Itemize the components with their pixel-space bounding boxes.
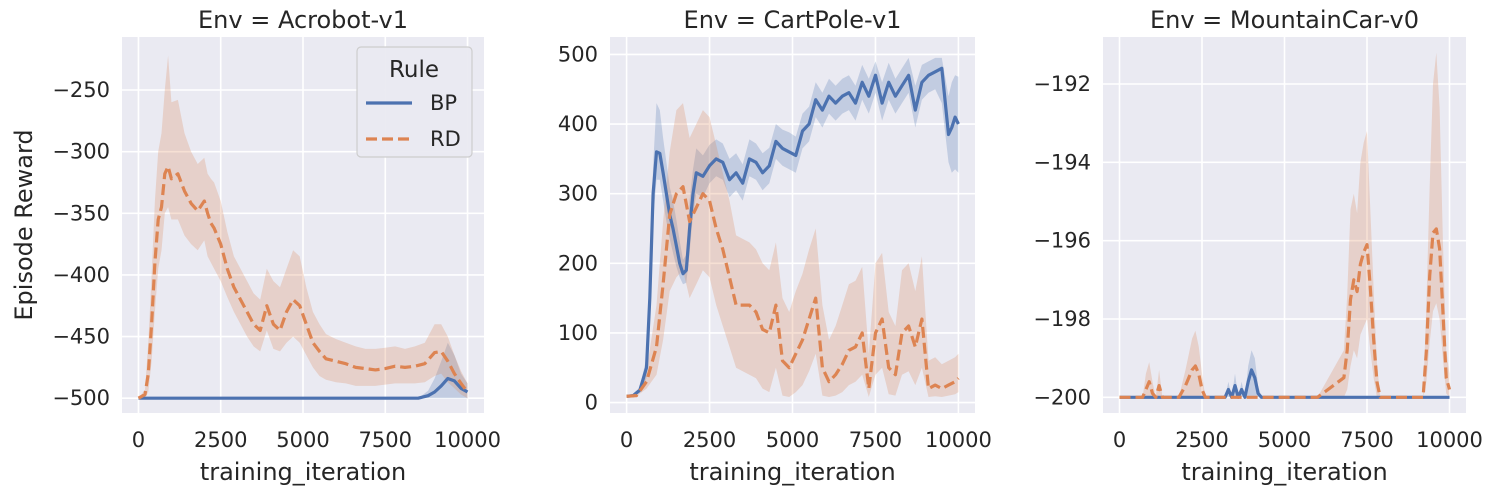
cartpole-x-tick-label: 0 bbox=[620, 428, 633, 452]
legend-label-rd: RD bbox=[430, 127, 461, 151]
mountaincar-band-rd bbox=[1119, 52, 1450, 398]
legend: Rule BP RD bbox=[356, 46, 473, 158]
cartpole-y-tick-label: 200 bbox=[558, 251, 598, 275]
cartpole-title: Env = CartPole-v1 bbox=[684, 6, 902, 34]
mountaincar-x-tick-label: 2500 bbox=[1175, 428, 1228, 452]
acrobot-band-rd bbox=[138, 55, 468, 399]
acrobot-x-tick-label: 2500 bbox=[194, 428, 247, 452]
cartpole-y-tick-label: 400 bbox=[558, 112, 598, 136]
acrobot-y-tick-label: −450 bbox=[52, 325, 110, 349]
mountaincar-x-tick-label: 7500 bbox=[1340, 428, 1393, 452]
cartpole-x-tick-label: 7500 bbox=[849, 428, 902, 452]
acrobot-y-tick-label: −400 bbox=[52, 263, 110, 287]
mountaincar-y-tick-label: −198 bbox=[1033, 307, 1091, 331]
cartpole-x-tick-label: 10000 bbox=[925, 428, 992, 452]
acrobot-x-tick-label: 0 bbox=[132, 428, 145, 452]
acrobot-title: Env = Acrobot-v1 bbox=[198, 6, 408, 34]
acrobot-x-axis-label: training_iteration bbox=[200, 458, 406, 486]
cartpole-y-tick-label: 300 bbox=[558, 182, 598, 206]
mountaincar-x-tick-label: 0 bbox=[1113, 428, 1126, 452]
acrobot-x-tick-label: 5000 bbox=[276, 428, 329, 452]
cartpole-x-tick-label: 2500 bbox=[683, 428, 736, 452]
y-axis-label: Episode Reward bbox=[10, 129, 38, 320]
cartpole-y-tick-label: 500 bbox=[558, 42, 598, 66]
acrobot-y-tick-label: −250 bbox=[52, 78, 110, 102]
cartpole-x-axis-label: training_iteration bbox=[689, 458, 895, 486]
cartpole-series-rd bbox=[626, 185, 960, 398]
mountaincar-x-tick-label: 10000 bbox=[1416, 428, 1483, 452]
panel-mountaincar: 0 2500 5000 7500 10000 −200 −198 −196 −194 −192 En… bbox=[1033, 6, 1483, 486]
panel-cartpole: 0 2500 5000 7500 10000 0 100 200 300 400 500 Env = … bbox=[558, 6, 992, 486]
acrobot-y-tick-label: −300 bbox=[52, 140, 110, 164]
cartpole-x-tick-label: 5000 bbox=[766, 428, 819, 452]
acrobot-x-tick-label: 7500 bbox=[359, 428, 412, 452]
acrobot-series-bp bbox=[138, 376, 469, 400]
acrobot-y-tick-label: −500 bbox=[52, 386, 110, 410]
mountaincar-x-tick-label: 5000 bbox=[1258, 428, 1311, 452]
cartpole-band-rd bbox=[626, 103, 959, 397]
mountaincar-series-rd bbox=[1119, 227, 1452, 399]
mountaincar-title: Env = MountainCar-v0 bbox=[1150, 6, 1419, 34]
mountaincar-y-tick-label: −196 bbox=[1033, 229, 1091, 253]
acrobot-series-rd bbox=[137, 164, 469, 400]
mountaincar-y-tick-label: −200 bbox=[1033, 385, 1091, 409]
acrobot-y-tick-label: −350 bbox=[52, 201, 110, 225]
mountaincar-x-axis-label: training_iteration bbox=[1181, 458, 1387, 486]
acrobot-x-tick-label: 10000 bbox=[434, 428, 501, 452]
panel-acrobot: 0 2500 5000 7500 10000 −500 −450 −400 −350 −300 −2… bbox=[52, 6, 501, 486]
mountaincar-y-tick-label: −192 bbox=[1033, 72, 1091, 96]
legend-title: Rule bbox=[389, 57, 439, 83]
cartpole-y-tick-label: 0 bbox=[585, 391, 598, 415]
cartpole-band-bp bbox=[626, 57, 959, 397]
mountaincar-y-tick-label: −194 bbox=[1033, 150, 1091, 174]
legend-label-bp: BP bbox=[430, 91, 457, 115]
cartpole-y-tick-label: 100 bbox=[558, 321, 598, 345]
legend-frame bbox=[356, 46, 473, 158]
